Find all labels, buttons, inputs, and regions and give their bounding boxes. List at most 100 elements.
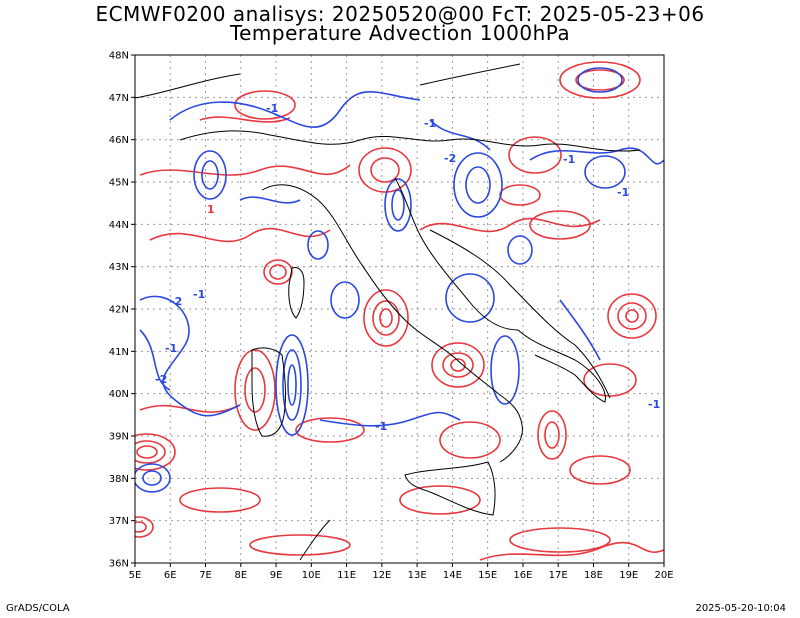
lon-tick-label: 18E — [584, 570, 603, 581]
warm-contour — [370, 157, 400, 183]
cold-contour — [139, 329, 171, 391]
lat-tick-label: 42N — [109, 305, 129, 316]
warm-contour — [136, 445, 158, 459]
warm-contour — [135, 433, 176, 471]
warm-contour — [537, 410, 567, 460]
lon-tick-label: 6E — [164, 570, 177, 581]
cold-contour — [142, 470, 162, 486]
warm-contour — [234, 90, 296, 120]
contour-label: -1 — [165, 342, 177, 355]
warm-contour — [234, 349, 276, 431]
warm-contour — [269, 264, 287, 280]
cold-contour — [507, 235, 533, 265]
warm-contour — [399, 485, 481, 515]
lat-tick-label: 46N — [109, 135, 129, 146]
warm-advection-contours — [135, 61, 664, 561]
lat-tick-label: 36N — [109, 559, 129, 570]
lat-tick-label: 45N — [109, 178, 129, 189]
cold-contour — [559, 299, 601, 361]
lon-tick-label: 10E — [302, 570, 321, 581]
warm-contour — [450, 358, 466, 372]
cold-contour — [453, 152, 503, 218]
map-subtitle: Temperature Advection 1000hPa — [229, 21, 571, 45]
cold-contour — [529, 147, 664, 165]
warm-contour — [139, 404, 241, 413]
lat-tick-label: 37N — [109, 516, 129, 527]
contour-label: -1 — [193, 288, 205, 301]
cold-contour — [584, 155, 626, 189]
warm-contour — [363, 289, 409, 347]
warm-contour — [625, 309, 639, 323]
lat-tick-label: 47N — [109, 93, 129, 104]
sardinia-coast — [251, 347, 286, 437]
lat-tick-label: 41N — [109, 347, 129, 358]
warm-contour — [372, 300, 400, 336]
lon-tick-label: 16E — [513, 570, 532, 581]
warm-contour — [199, 116, 291, 123]
cold-contour — [135, 463, 171, 493]
contour-label: -2 — [444, 152, 456, 165]
warm-contour — [499, 184, 541, 206]
software-credit: GrADS/COLA — [6, 603, 70, 614]
cold-advection-contours — [135, 67, 664, 493]
cold-contour — [465, 166, 491, 204]
contour-label: 1 — [207, 203, 215, 216]
sicily-coast — [404, 461, 496, 516]
cold-contour — [490, 335, 520, 405]
cold-contour — [201, 160, 219, 190]
lon-tick-label: 8E — [234, 570, 247, 581]
lon-tick-label: 15E — [478, 570, 497, 581]
italy-peninsula-coast — [261, 184, 606, 463]
warm-contour — [135, 521, 147, 533]
latitude-ticks: 48N 47N 46N 45N 44N 43N 42N 41N 40N 39N 38N 37N 36N — [109, 51, 135, 570]
lat-tick-label: 39N — [109, 432, 129, 443]
warm-contour — [442, 352, 474, 378]
warm-contour — [431, 342, 485, 388]
lon-tick-label: 13E — [408, 570, 427, 581]
graticule — [135, 55, 664, 563]
warm-contour — [544, 421, 560, 449]
corsica-coast — [288, 267, 305, 319]
cold-contour — [287, 364, 297, 406]
warm-contour — [149, 227, 331, 243]
cold-contour — [429, 119, 491, 151]
italy-adriatic-coast — [394, 177, 519, 331]
lon-tick-label: 20E — [654, 570, 673, 581]
warm-contour — [529, 210, 591, 240]
cold-contour — [193, 150, 227, 200]
lat-tick-label: 48N — [109, 51, 129, 62]
alps-borders — [135, 63, 641, 152]
cold-contour — [319, 411, 461, 427]
warm-contour — [135, 440, 166, 464]
warm-contour — [135, 516, 154, 538]
lon-tick-label: 9E — [270, 570, 283, 581]
warm-contour — [249, 534, 351, 556]
cold-contour — [307, 230, 329, 260]
warm-contour — [379, 308, 393, 328]
warm-contour — [569, 455, 631, 485]
tunisia-coast — [299, 519, 331, 561]
lon-tick-label: 14E — [443, 570, 462, 581]
contour-label: -1 — [617, 186, 629, 199]
warm-contour — [295, 417, 365, 443]
lon-tick-label: 17E — [549, 570, 568, 581]
render-timestamp: 2025-05-20-10:04 — [695, 603, 786, 614]
lat-tick-label: 43N — [109, 262, 129, 273]
contour-label: -1 — [563, 153, 575, 166]
warm-contour — [559, 61, 641, 99]
warm-contour — [509, 527, 611, 553]
warm-contour — [479, 541, 664, 561]
cold-contour — [577, 67, 623, 93]
lon-tick-label: 7E — [199, 570, 212, 581]
warm-contour — [439, 421, 501, 459]
contour-labels: -1 -1 -1 -1 -1 -1 -2 -2 -2 -1 -1 1 — [155, 102, 660, 433]
contour-label: -1 — [375, 420, 387, 433]
cold-contour — [169, 91, 421, 128]
contour-label: -2 — [170, 295, 182, 308]
warm-contour — [508, 136, 562, 174]
warm-contour — [358, 147, 412, 193]
contour-label: -1 — [266, 102, 278, 115]
cold-contour — [384, 178, 412, 232]
cold-contour — [139, 295, 241, 417]
